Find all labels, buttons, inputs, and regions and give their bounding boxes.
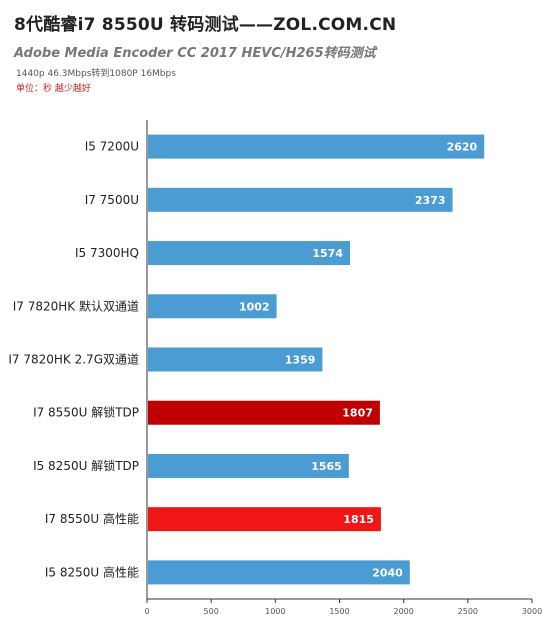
data-label: 1574	[312, 247, 343, 260]
x-tick-label: 0	[144, 607, 149, 616]
bar	[148, 507, 381, 532]
x-tick-label: 1500	[329, 607, 349, 616]
category-label: I5 8250U 高性能	[45, 564, 139, 579]
data-label: 1815	[343, 513, 374, 526]
bar	[148, 241, 350, 266]
data-label: 2373	[415, 194, 446, 207]
category-label: I5 7200U	[85, 140, 139, 154]
category-label: I7 7820HK 默认双通道	[13, 298, 139, 313]
category-label: I7 7500U	[85, 193, 139, 207]
data-label: 1002	[239, 300, 270, 313]
bar	[148, 294, 277, 319]
x-tick-label: 2000	[393, 607, 413, 616]
bar	[148, 347, 323, 372]
x-tick-label: 500	[204, 607, 219, 616]
chart-subtitle: Adobe Media Encoder CC 2017 HEVC/H265转码测…	[14, 46, 376, 61]
bar	[148, 560, 410, 585]
chart-title: 8代酷睿i7 8550U 转码测试——ZOL.COM.CN	[14, 15, 397, 35]
data-label: 1807	[342, 407, 373, 420]
x-tick-label: 1000	[265, 607, 285, 616]
category-label: I7 8550U 高性能	[45, 511, 139, 526]
category-label: I7 7820HK 2.7G双通道	[8, 353, 139, 367]
data-label: 2040	[372, 566, 403, 579]
data-label: 2620	[447, 141, 478, 154]
data-label: 1359	[285, 354, 316, 367]
category-label: I5 7300HQ	[75, 246, 139, 260]
bar	[148, 400, 380, 425]
bar	[148, 134, 485, 159]
category-label: I7 8550U 解锁TDP	[33, 405, 139, 420]
bar	[148, 187, 453, 212]
category-label: I5 8250U 解锁TDP	[33, 458, 139, 473]
bar	[148, 453, 349, 478]
unit-note: 单位：秒 越少越好	[16, 84, 91, 94]
data-label: 1565	[311, 460, 342, 473]
x-tick-label: 2500	[458, 607, 478, 616]
test-condition-note: 1440p 46.3Mbps转到1080P 16Mbps	[16, 69, 176, 79]
x-tick-label: 3000	[522, 607, 542, 616]
